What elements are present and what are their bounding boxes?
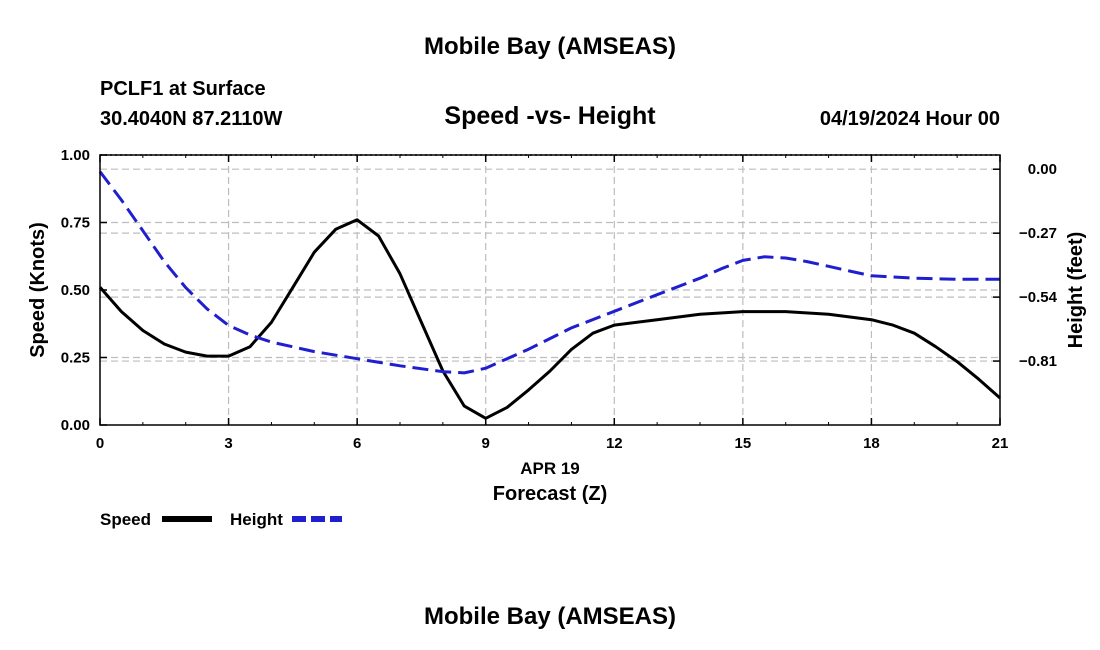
series-line-speed	[98, 218, 1001, 420]
y2-tick-label: −0.81	[1019, 353, 1057, 370]
y2-axis-label: Height (feet)	[1065, 232, 1087, 349]
y2-tick-label: −0.27	[1019, 225, 1057, 242]
series-line-height	[98, 170, 1000, 375]
y-axis-label: Speed (Knots)	[27, 222, 49, 358]
page-title: Mobile Bay (AMSEAS)	[424, 33, 676, 60]
data-series	[98, 170, 1001, 420]
chart-title: Speed -vs- Height	[444, 102, 656, 130]
x-tick-label: 15	[735, 435, 752, 452]
y-tick-label: 0.25	[61, 350, 90, 367]
y-tick-label: 1.00	[61, 147, 90, 164]
x-axis-sublabel: APR 19	[520, 459, 580, 478]
x-tick-label: 9	[482, 435, 490, 452]
x-tick-label: 21	[992, 435, 1009, 452]
y2-tick-label: −0.54	[1019, 289, 1058, 306]
y-tick-label: 0.50	[61, 282, 90, 299]
location-label: 30.4040N 87.2110W	[100, 108, 282, 130]
date-hour-label: 04/19/2024 Hour 00	[820, 108, 1000, 130]
grid-lines	[100, 154, 1000, 425]
axis-ticks: 0 3 6 9 12 15 18 21 0.00 0.25 0.50 0.75 1.00 0.00 −0.2…	[61, 147, 1058, 452]
x-tick-label: 0	[96, 435, 104, 452]
y2-tick-label: 0.00	[1028, 161, 1057, 178]
x-tick-label: 3	[224, 435, 232, 452]
x-tick-label: 18	[863, 435, 880, 452]
station-label: PCLF1 at Surface	[100, 78, 266, 100]
footer-title: Mobile Bay (AMSEAS)	[424, 603, 676, 630]
legend-label-height: Height	[230, 510, 283, 529]
x-axis-label: Forecast (Z)	[493, 483, 607, 505]
plot-frame	[99, 154, 1001, 426]
x-tick-label: 6	[353, 435, 361, 452]
x-tick-label: 12	[606, 435, 623, 452]
y-tick-label: 0.75	[61, 215, 90, 232]
legend-label-speed: Speed	[100, 510, 151, 529]
y-tick-label: 0.00	[61, 417, 90, 434]
